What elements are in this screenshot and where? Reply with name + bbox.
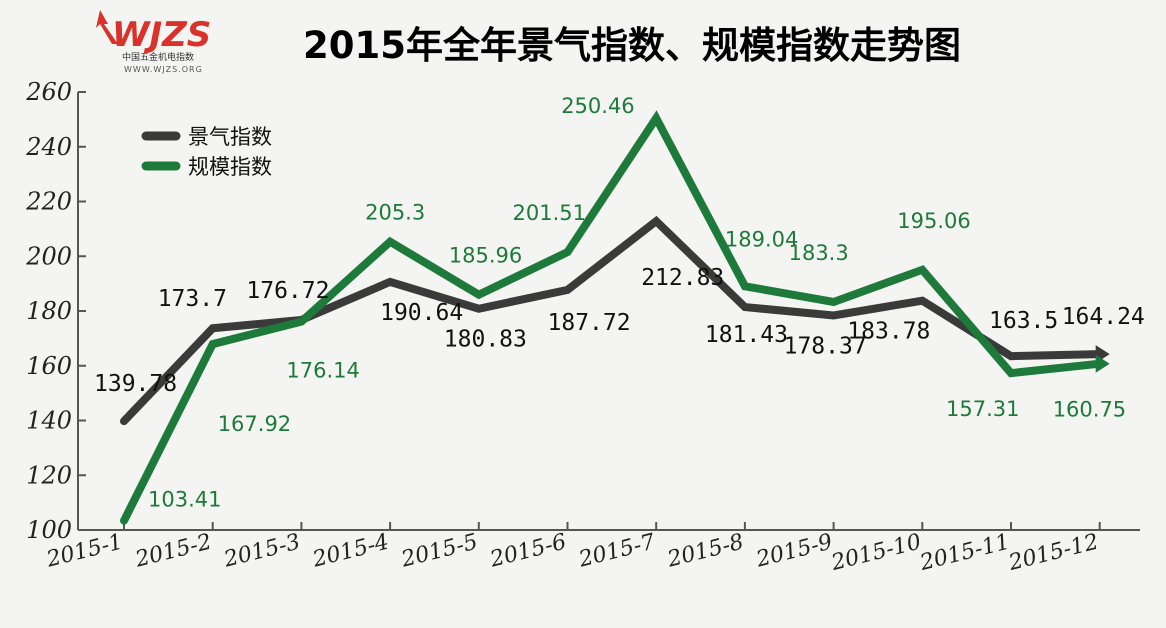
data-label-jingqi: 190.64: [380, 300, 463, 326]
y-tick-label: 140: [26, 407, 72, 435]
data-label-guimo: 205.3: [365, 201, 425, 225]
data-label-guimo: 160.75: [1053, 398, 1126, 422]
y-tick-label: 220: [25, 188, 72, 216]
x-tick-label: 2015-7: [576, 530, 658, 573]
x-tick-label: 2015-3: [221, 530, 303, 573]
y-tick-label: 180: [26, 297, 72, 325]
y-ticks: 100 120 140 160 180 200 220 240 260: [25, 78, 86, 544]
data-label-jingqi: 139.78: [94, 371, 177, 397]
data-label-jingqi: 183.78: [847, 319, 930, 345]
data-label-guimo: 183.3: [789, 241, 849, 265]
legend-label-green: 规模指数: [188, 155, 272, 179]
logo-url: WWW.WJZS.ORG: [124, 65, 203, 74]
y-tick-label: 160: [26, 352, 72, 380]
x-tick-label: 2015-11: [917, 530, 1013, 577]
series-end-arrow: [1095, 354, 1110, 373]
data-label-guimo: 189.04: [725, 227, 798, 251]
data-label-jingqi: 173.7: [158, 286, 227, 312]
data-label-jingqi: 176.72: [246, 278, 329, 304]
data-label-jingqi: 180.83: [444, 327, 527, 353]
y-tick-label: 200: [25, 242, 72, 270]
data-label-jingqi: 187.72: [548, 310, 631, 336]
data-label-jingqi: 163.5: [989, 308, 1058, 334]
chart-title: 2015年全年景气指数、规模指数走势图: [303, 24, 961, 67]
x-tick-label: 2015-5: [398, 530, 480, 573]
series-lines: [120, 110, 1110, 525]
data-label-guimo: 250.46: [561, 94, 634, 118]
x-tick-label: 2015-2: [132, 530, 214, 573]
logo: WJZS 中国五金机电指数 WWW.WJZS.ORG: [96, 10, 211, 74]
y-tick-label: 240: [25, 133, 72, 161]
logo-brand: WJZS: [112, 15, 211, 55]
data-label-jingqi: 164.24: [1062, 304, 1145, 330]
x-tick-label: 2015-6: [487, 530, 569, 573]
y-tick-label: 120: [26, 461, 72, 489]
data-label-guimo: 201.51: [513, 201, 586, 225]
legend: 景气指数 规模指数: [141, 125, 272, 179]
data-label-guimo: 185.96: [449, 244, 522, 268]
series-line-guimo: [120, 110, 1104, 525]
data-label-jingqi: 181.43: [705, 322, 788, 348]
x-tick-label: 2015-12: [1005, 530, 1101, 577]
y-tick-label: 260: [25, 78, 72, 106]
x-tick-label: 2015-8: [664, 530, 746, 573]
data-label-guimo: 195.06: [897, 209, 970, 233]
logo-arrow-icon: [96, 10, 118, 44]
logo-subtitle: 中国五金机电指数: [122, 51, 194, 63]
y-tick-label: 100: [26, 516, 72, 544]
data-label-jingqi: 212.83: [641, 265, 724, 291]
x-tick-label: 2015-4: [309, 530, 391, 573]
data-label-jingqi: 178.37: [784, 333, 867, 359]
legend-label-black: 景气指数: [188, 125, 272, 149]
x-tick-label: 2015-10: [828, 530, 924, 577]
data-label-guimo: 176.14: [286, 359, 359, 383]
data-label-guimo: 103.41: [148, 488, 221, 512]
data-label-guimo: 157.31: [946, 397, 1019, 421]
data-label-guimo: 167.92: [218, 412, 291, 436]
x-tick-label: 2015-9: [753, 530, 835, 573]
